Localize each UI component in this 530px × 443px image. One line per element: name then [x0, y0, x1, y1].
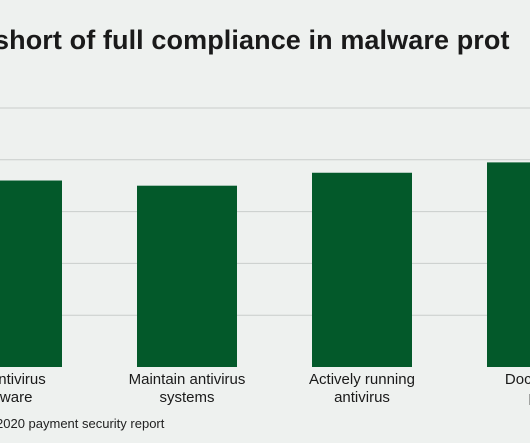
- bar: [137, 185, 237, 367]
- gridlines: [0, 107, 530, 316]
- bars: [0, 162, 530, 367]
- chart-title: short of full compliance in malware prot: [0, 25, 510, 55]
- bar: [312, 172, 412, 367]
- x-tick-label: Actively running antivirus: [309, 371, 415, 406]
- x-tick-labels: y antivirusftware Maintain antivirussyste…: [0, 371, 530, 406]
- x-tick-label: Maintain antivirus systems: [129, 371, 246, 406]
- source-note: 2020 payment security report: [0, 416, 165, 431]
- bar: [487, 162, 530, 367]
- bar: [0, 180, 62, 367]
- x-tick-label: Documenpo: [505, 371, 530, 406]
- x-tick-label: y antivirusftware: [0, 371, 46, 406]
